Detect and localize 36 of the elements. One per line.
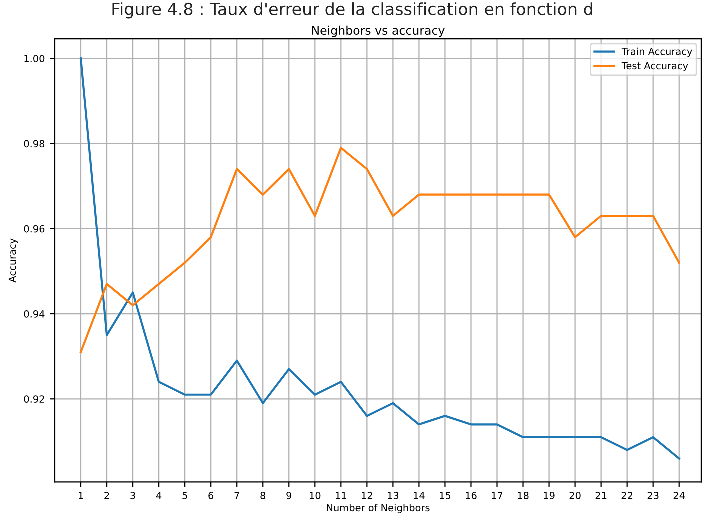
x-axis-title: Number of Neighbors — [327, 504, 430, 514]
x-tick-label: 9 — [286, 492, 292, 500]
x-tick-label: 21 — [596, 492, 607, 500]
x-tick-label: 22 — [622, 492, 633, 500]
x-tick-label: 2 — [104, 492, 110, 500]
line-series — [80, 146, 680, 354]
x-tick-label: 16 — [466, 492, 477, 500]
x-tick-label: 7 — [234, 492, 240, 500]
y-axis-title: Accuracy — [8, 238, 18, 283]
x-tick-label: 11 — [336, 492, 346, 500]
x-tick-label: 24 — [674, 492, 685, 500]
x-tick-label: 12 — [362, 492, 372, 500]
legend-label: Test Accuracy — [622, 62, 688, 72]
caption: Figure 4.8 : Taux d'erreur de la classification en fonction d — [112, 2, 592, 19]
chart-title: Neighbors vs accuracy — [312, 26, 445, 38]
x-tick-label: 23 — [648, 492, 659, 500]
legend-label: Train Accuracy — [622, 48, 692, 58]
x-tick-label: 8 — [260, 492, 266, 500]
x-tick-label: 17 — [492, 492, 503, 500]
x-tick-label: 3 — [130, 492, 136, 500]
y-tick-label: 0.96 — [24, 225, 45, 233]
x-tick-label: 4 — [156, 492, 162, 500]
y-tick-label: 0.98 — [24, 140, 45, 148]
x-tick-label: 19 — [544, 492, 555, 500]
x-tick-label: 14 — [414, 492, 425, 500]
x-tick-label: 15 — [440, 492, 451, 500]
x-tick-label: 20 — [570, 492, 581, 500]
x-tick-label: 5 — [182, 492, 188, 500]
y-tick-label: 0.92 — [24, 396, 44, 403]
x-tick-label: 1 — [78, 492, 84, 500]
y-tick-label: 1.00 — [24, 55, 45, 62]
x-tick-label: 13 — [388, 492, 399, 500]
x-tick-label: 10 — [310, 492, 321, 500]
y-tick-label: 0.94 — [24, 310, 45, 318]
x-tick-label: 18 — [518, 492, 529, 500]
x-tick-label: 6 — [208, 492, 214, 500]
